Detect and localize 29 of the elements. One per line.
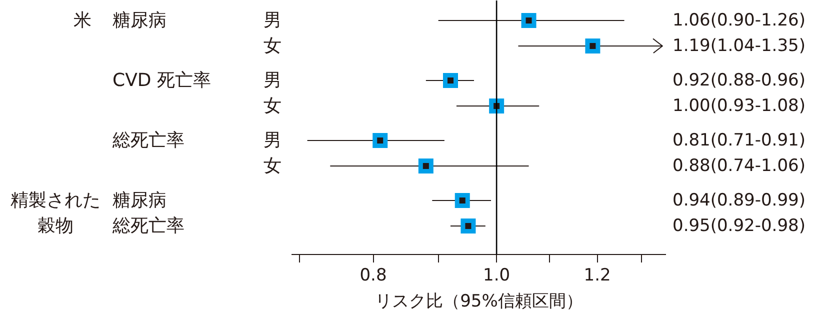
y-tick-label: 男 <box>264 70 282 91</box>
data-label: 1.19(1.04-1.35) <box>672 36 806 56</box>
x-axis-title: リスク比（95%信頼区間） <box>375 292 583 312</box>
text: 精製された <box>10 190 100 211</box>
text: CVD 死亡率 <box>112 70 211 91</box>
point <box>460 218 476 234</box>
data-label: 0.95(0.92-0.98) <box>672 216 806 236</box>
text: 糖尿病 <box>112 190 166 211</box>
text: 糖尿病 <box>112 10 166 31</box>
data-label: 1.06(0.90-1.26) <box>672 10 806 30</box>
y-tick-label: 女 <box>264 96 282 116</box>
point <box>521 13 536 28</box>
y-tick-label: 男 <box>264 10 282 31</box>
data-label: 0.88(0.74-1.06) <box>672 156 806 176</box>
data-label: 1.00(0.93-1.08) <box>672 96 806 116</box>
text: 総死亡率 <box>112 130 184 151</box>
data-label: 0.81(0.71-0.91) <box>672 130 806 150</box>
text: 米 <box>74 10 92 31</box>
text: 穀物 <box>38 216 74 236</box>
data-label: 0.92(0.88-0.96) <box>672 70 806 90</box>
y-tick-label: 男 <box>264 130 282 151</box>
x-tick-label: 1.0 <box>483 266 510 286</box>
data-label: 0.94(0.89-0.99) <box>672 190 806 210</box>
point <box>442 73 458 88</box>
x-tick-label: 0.8 <box>360 266 387 286</box>
x-tick-label: 1.2 <box>584 266 611 286</box>
y-tick-label: 女 <box>264 36 282 56</box>
text: 総死亡率 <box>112 216 184 236</box>
y-tick-label: 女 <box>264 156 282 176</box>
